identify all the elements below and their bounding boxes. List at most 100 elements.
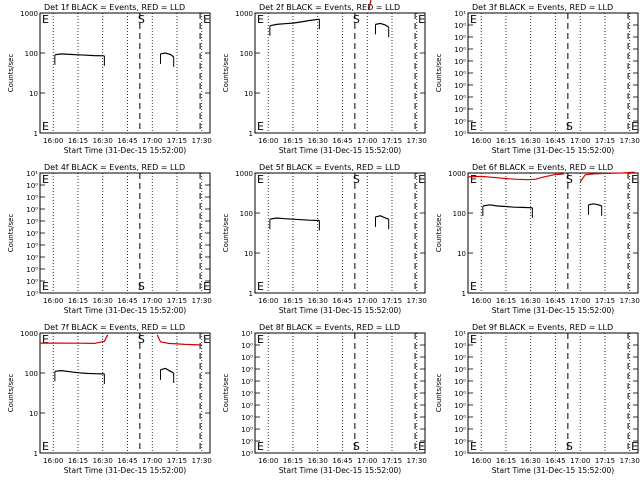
- x-tick-label: 16:15: [68, 137, 88, 145]
- x-tick-label: 16:30: [93, 297, 113, 305]
- x-tick-label: 16:30: [93, 137, 113, 145]
- panel-title: Det 1f BLACK = Events, RED = LLD: [44, 3, 185, 12]
- x-tick-label: 16:30: [521, 297, 541, 305]
- x-axis-label: Start Time (31-Dec-15 15:52:00): [279, 466, 401, 475]
- y-tick-label: 10⁰: [454, 438, 466, 446]
- x-tick-label: 16:15: [283, 297, 303, 305]
- x-axis-label: Start Time (31-Dec-15 15:52:00): [64, 466, 186, 475]
- y-tick-label: 1000: [448, 170, 466, 178]
- start-marker-e: E: [257, 440, 264, 453]
- x-tick-label: 17:30: [192, 137, 212, 145]
- y-tick-label: 10⁰: [454, 450, 466, 458]
- x-tick-label: 17:00: [357, 297, 377, 305]
- x-tick-label: 16:30: [93, 457, 113, 465]
- y-axis-label: Counts/sec: [435, 374, 443, 413]
- x-tick-label: 16:00: [43, 137, 63, 145]
- x-tick-label: 16:15: [283, 137, 303, 145]
- y-tick-label: 10⁰: [454, 342, 466, 350]
- plot-frame: [254, 332, 426, 454]
- start-marker-e: E: [257, 280, 264, 293]
- y-tick-label: 10⁰: [26, 266, 38, 274]
- plot-frame: [39, 172, 211, 294]
- x-tick-label: 16:45: [545, 137, 565, 145]
- x-tick-label: 16:00: [471, 457, 491, 465]
- panel-9f: Det 9f BLACK = Events, RED = LLD 10⁰ 10⁰ 10…: [435, 323, 640, 475]
- x-tick-label: 17:15: [595, 457, 615, 465]
- panel-3f: Det 3f BLACK = Events, RED = LLD 10⁰ 10⁰ 10…: [435, 3, 640, 155]
- panel-title: Det 9f BLACK = Events, RED = LLD: [472, 323, 613, 332]
- x-tick-label: 17:15: [382, 457, 402, 465]
- x-axis-label: Start Time (31-Dec-15 15:52:00): [279, 306, 401, 315]
- start-marker-e: E: [42, 13, 49, 26]
- start-marker-e: E: [257, 13, 264, 26]
- x-tick-label: 17:15: [595, 297, 615, 305]
- y-tick-label: 10¹: [26, 170, 38, 178]
- y-tick-label: 10⁰: [454, 82, 466, 90]
- panel-4f: Det 4f BLACK = Events, RED = LLD 10⁰ 10⁰ 10…: [7, 163, 212, 315]
- x-tick-label: 16:45: [545, 457, 565, 465]
- y-tick-label: 10⁰: [454, 378, 466, 386]
- events-series-segment: [482, 204, 533, 209]
- y-tick-label: 10⁰: [241, 426, 253, 434]
- y-tick-label: 10⁰: [241, 402, 253, 410]
- y-tick-label: 10⁰: [26, 242, 38, 250]
- sun-marker-s: S: [138, 333, 145, 346]
- x-tick-label: 17:00: [357, 137, 377, 145]
- x-tick-label: 17:30: [407, 137, 427, 145]
- start-marker-e: E: [257, 333, 264, 346]
- x-tick-label: 17:15: [382, 297, 402, 305]
- x-tick-label: 17:30: [620, 137, 640, 145]
- y-tick-label: 10⁰: [241, 450, 253, 458]
- x-tick-label: 16:15: [68, 297, 88, 305]
- y-tick-label: 10⁰: [26, 230, 38, 238]
- end-marker-e: E: [203, 13, 210, 26]
- x-tick-label: 17:30: [620, 457, 640, 465]
- y-tick-label: 10⁰: [26, 194, 38, 202]
- y-tick-label: 10⁰: [454, 414, 466, 422]
- start-marker-e: E: [470, 120, 477, 133]
- x-tick-label: 17:15: [167, 457, 187, 465]
- events-series-segment: [160, 367, 174, 374]
- y-tick-label: 10⁰: [454, 118, 466, 126]
- end-marker-e: E: [418, 173, 425, 186]
- events-series-segment: [54, 369, 105, 375]
- panel-1f: Det 1f BLACK = Events, RED = LLD 1 10 100 10…: [7, 3, 212, 155]
- y-tick-label: 10⁰: [241, 390, 253, 398]
- panel-2f: Det 2f BLACK = Events, RED = LLD 1 10 100 10…: [222, 0, 427, 155]
- x-tick-label: 17:15: [167, 137, 187, 145]
- plot-frame: [254, 172, 426, 294]
- y-tick-label: 10⁰: [241, 354, 253, 362]
- x-tick-label: 16:45: [117, 137, 137, 145]
- y-tick-label: 100: [453, 210, 466, 218]
- y-tick-label: 10⁰: [454, 106, 466, 114]
- x-tick-label: 16:30: [521, 457, 541, 465]
- x-tick-label: 16:45: [332, 457, 352, 465]
- y-tick-label: 10⁰: [26, 218, 38, 226]
- events-series-segment: [269, 18, 320, 27]
- panel-title: Det 4f BLACK = Events, RED = LLD: [44, 163, 185, 172]
- events-series-segment: [54, 53, 105, 57]
- x-tick-label: 17:15: [167, 297, 187, 305]
- x-tick-label: 17:30: [192, 297, 212, 305]
- y-axis-label: Counts/sec: [7, 214, 15, 253]
- end-marker-e: E: [631, 120, 638, 133]
- start-marker-e: E: [257, 120, 264, 133]
- panel-title: Det 8f BLACK = Events, RED = LLD: [259, 323, 400, 332]
- y-tick-label: 10: [244, 250, 253, 258]
- x-tick-label: 16:00: [43, 457, 63, 465]
- events-series-segment: [588, 203, 602, 207]
- x-axis-label: Start Time (31-Dec-15 15:52:00): [492, 146, 614, 155]
- y-tick-label: 10⁰: [241, 414, 253, 422]
- plot-frame: [39, 12, 211, 134]
- y-tick-label: 100: [240, 50, 253, 58]
- y-tick-label: 1: [249, 290, 253, 298]
- start-marker-e: E: [257, 173, 264, 186]
- x-tick-label: 16:15: [496, 297, 516, 305]
- x-axis-label: Start Time (31-Dec-15 15:52:00): [492, 306, 614, 315]
- x-tick-label: 16:30: [308, 457, 328, 465]
- y-axis-label: Counts/sec: [222, 54, 230, 93]
- panel-6f: Det 6f BLACK = Events, RED = LLD 1 10 100 10…: [435, 163, 640, 315]
- x-axis-label: Start Time (31-Dec-15 15:52:00): [64, 306, 186, 315]
- x-tick-label: 17:00: [142, 297, 162, 305]
- y-tick-label: 10: [244, 90, 253, 98]
